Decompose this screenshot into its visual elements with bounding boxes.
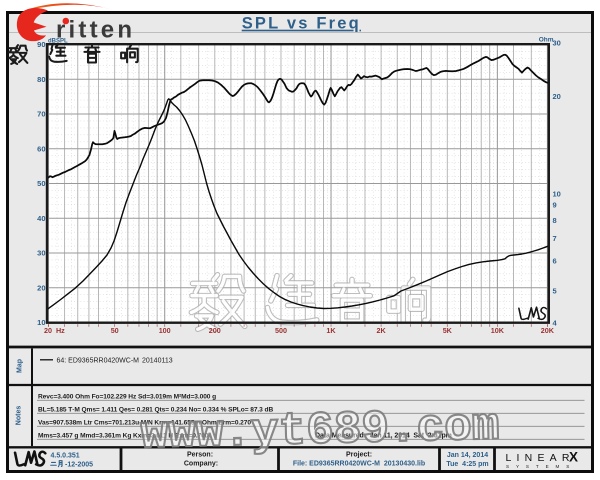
svg-text:64: ED9365RR0420WC-M: 64: ED9365RR0420WC-M [57,358,140,365]
svg-text:20140113: 20140113 [142,358,173,365]
svg-text:1K: 1K [326,326,336,335]
svg-text:100: 100 [159,326,171,335]
svg-text:20 Hz: 20 Hz [44,326,65,335]
svg-text:2K: 2K [376,326,386,335]
svg-text:6: 6 [553,257,557,266]
svg-text:30: 30 [553,39,561,48]
svg-text:Ohm: Ohm [539,37,554,44]
svg-text:500: 500 [275,326,287,335]
svg-text:60: 60 [37,144,45,153]
svg-text:Map: Map [17,359,24,373]
svg-text:50: 50 [111,326,119,335]
svg-text:20: 20 [553,92,561,101]
svg-text:Project:: Project: [346,451,372,458]
svg-text:4.5.0.351: 4.5.0.351 [51,453,80,460]
svg-text:7: 7 [553,234,557,243]
svg-text:5: 5 [553,287,557,296]
svg-text:40: 40 [37,214,45,223]
svg-text:20: 20 [37,283,45,292]
svg-text:20K: 20K [541,326,555,335]
svg-text:SPL vs Freq: SPL vs Freq [242,15,361,33]
svg-text:9: 9 [553,201,557,210]
svg-text:10K: 10K [491,326,505,335]
svg-text:Person:: Person: [187,451,213,458]
svg-text:-12-2005: -12-2005 [65,461,93,468]
svg-text:BL=5.185 T·M Qms= 1.411 Qes= 0: BL=5.185 T·M Qms= 1.411 Qes= 0.281 Qts= … [38,407,273,414]
svg-text:www.yt689.com: www.yt689.com [140,400,500,461]
svg-text:X: X [569,450,578,465]
svg-text:Mms=3.457 g Mmd=3.361m Kg Kxm=: Mms=3.457 g Mmd=3.361m Kg Kxm=3.011 H Ex… [38,433,209,440]
svg-text:8: 8 [553,216,557,225]
svg-text:50: 50 [37,179,45,188]
svg-text:80: 80 [37,75,45,84]
svg-text:5K: 5K [443,326,453,335]
svg-text:File: ED9365RR0420WC-M 201304: File: ED9365RR0420WC-M 20130430.lib [293,460,425,467]
svg-text:10: 10 [37,318,45,327]
svg-text:70: 70 [37,110,45,119]
svg-text:LINEAR: LINEAR [506,452,575,464]
svg-text:4: 4 [553,319,558,328]
svg-text:dBSPL: dBSPL [48,38,68,44]
svg-text:SYSTEMS: SYSTEMS [506,464,576,469]
svg-text:Vas=907.538m Ltr Cms=701.213u: Vas=907.538m Ltr Cms=701.213u M/N Krm=14… [38,420,251,427]
svg-text:Revc=3.400 Ohm Fo=102.229 Hz S: Revc=3.400 Ohm Fo=102.229 Hz Sd=3.019m M… [38,394,216,401]
svg-text:Company:: Company: [184,460,218,467]
svg-text:200: 200 [209,326,221,335]
svg-text:10: 10 [553,190,561,199]
svg-text:Tue 4:25 pm: Tue 4:25 pm [446,461,488,468]
svg-text:Jan 14, 2014: Jan 14, 2014 [447,452,488,459]
svg-text:90: 90 [37,40,45,49]
svg-text:Data Measured: Jan 11, 2014: Data Measured: Jan 11, 2014 Sat 2:31pm [315,433,452,440]
svg-text:30: 30 [37,249,45,258]
svg-text:ritten: ritten [56,17,135,44]
svg-text:Notes: Notes [16,406,23,426]
